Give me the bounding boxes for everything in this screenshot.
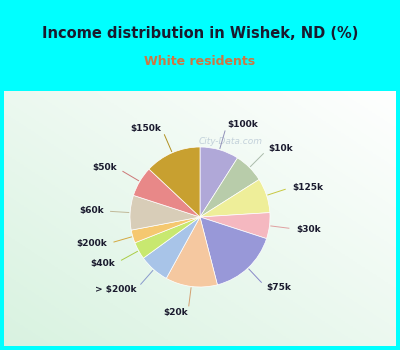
Text: > $200k: > $200k [95, 285, 136, 294]
Text: White residents: White residents [144, 55, 256, 68]
Text: $200k: $200k [76, 239, 107, 248]
Text: $75k: $75k [266, 283, 291, 292]
Wedge shape [135, 217, 200, 258]
Wedge shape [166, 217, 218, 287]
Text: $30k: $30k [296, 225, 320, 233]
Wedge shape [143, 217, 200, 278]
Text: City-Data.com: City-Data.com [198, 137, 262, 146]
Text: $10k: $10k [268, 144, 293, 153]
Text: $50k: $50k [92, 163, 117, 172]
Text: $40k: $40k [90, 259, 115, 268]
Wedge shape [130, 195, 200, 230]
Wedge shape [200, 212, 270, 239]
Text: $100k: $100k [227, 120, 258, 129]
Wedge shape [200, 217, 266, 285]
Text: $60k: $60k [79, 206, 104, 216]
Wedge shape [134, 169, 200, 217]
Wedge shape [131, 217, 200, 243]
Text: Income distribution in Wishek, ND (%): Income distribution in Wishek, ND (%) [42, 26, 358, 41]
Wedge shape [200, 180, 270, 217]
Wedge shape [200, 147, 238, 217]
Text: $125k: $125k [292, 183, 323, 192]
Wedge shape [149, 147, 200, 217]
Text: $150k: $150k [131, 124, 162, 133]
Wedge shape [200, 158, 259, 217]
Text: $20k: $20k [163, 308, 188, 317]
